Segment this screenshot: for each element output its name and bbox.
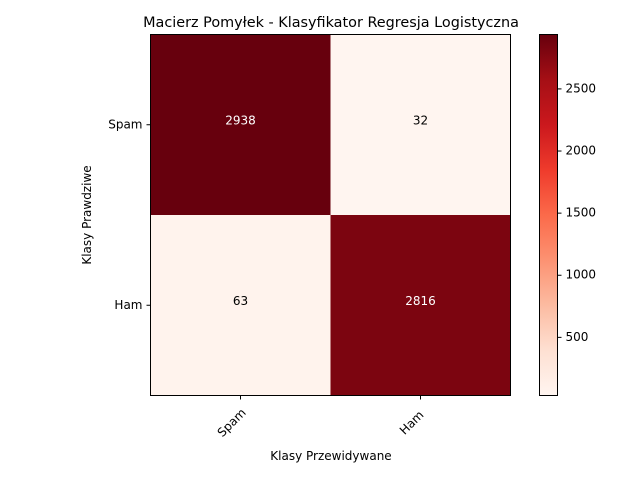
heatmap-cell: [150, 34, 331, 215]
x-axis-label: Klasy Przewidywane: [270, 449, 391, 463]
colorbar-tick-label: 2500: [566, 81, 597, 95]
plot-frame: [150, 34, 511, 396]
colorbar-tick-label: 1500: [566, 206, 597, 220]
heatmap-cells: [150, 34, 511, 396]
x-tick-label: Spam: [215, 406, 249, 440]
heatmap-cell: [330, 34, 511, 215]
x-tick-label: Ham: [397, 408, 427, 438]
cell-value-label: 2938: [225, 113, 256, 127]
chart-title: Macierz Pomyłek - Klasyfikator Regresja …: [143, 15, 519, 31]
heatmap-cell-labels: 2938 32 63 2816: [225, 113, 436, 308]
heatmap-cell: [150, 215, 331, 396]
y-tick-label: Spam: [108, 117, 142, 131]
x-axis-ticks: Spam Ham: [215, 395, 427, 440]
colorbar: [539, 34, 558, 396]
y-axis-label: Klasy Prawdziwe: [80, 165, 94, 264]
colorbar-ticks: 500 1000 1500 2000 2500: [557, 81, 597, 344]
heatmap-cell: [330, 215, 511, 396]
cell-value-label: 63: [233, 294, 248, 308]
cell-value-label: 32: [413, 113, 428, 127]
y-tick-label: Ham: [114, 298, 142, 312]
colorbar-tick-label: 1000: [566, 268, 597, 282]
colorbar-tick-label: 500: [566, 330, 589, 344]
cell-value-label: 2816: [405, 294, 436, 308]
y-axis-ticks: Spam Ham: [108, 117, 151, 312]
colorbar-tick-label: 2000: [566, 144, 597, 158]
